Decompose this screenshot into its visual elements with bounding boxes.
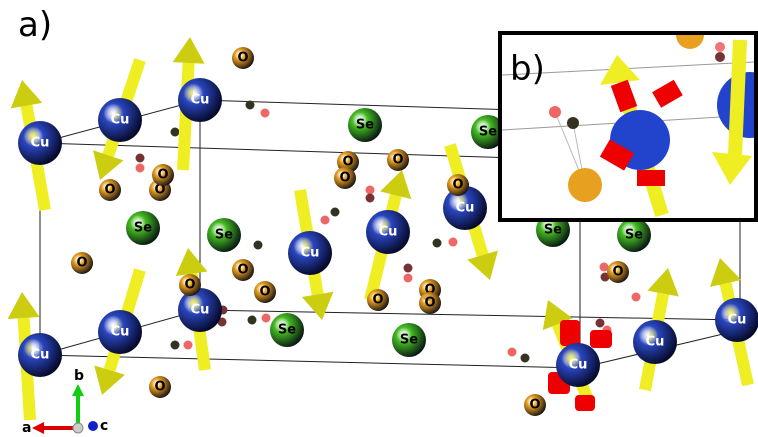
atom-label: Cu [111,325,130,340]
atom-label: Cu [111,113,130,128]
atom-label: Cu [646,335,665,350]
atom-label: Se [278,323,296,338]
ligand-dot [262,314,271,323]
panel-label: b) [510,49,545,89]
ligand-dot [261,109,270,118]
atom-label: O [184,278,195,293]
atom-label: Cu [31,136,50,151]
spin-density [560,320,580,346]
atom-label: O [339,171,350,186]
atom-label: Se [215,228,233,243]
ligand-dot [632,293,641,302]
axis-label: a [22,420,31,436]
atom-label: Se [625,228,643,243]
ligand-dot [600,263,609,272]
atom-label: Se [544,223,562,238]
ligand-dot [254,241,263,250]
atom-label: Cu [191,303,210,318]
spin-density [575,395,595,411]
atom-label: Cu [31,348,50,363]
atom-label: Se [400,333,418,348]
panel-label: a) [18,5,52,45]
ligand-dot [366,186,375,195]
atom-label: O [392,153,403,168]
atom-label: O [237,51,248,66]
ligand-dot [449,238,458,247]
atom-label: O [154,380,165,395]
figure: Cu Cu Cu Cu Cu Cu Cu Cu Cu Cu Cu Cu Se Se Se Se Se Se Se Se… [0,0,758,437]
ligand-dot [433,239,442,248]
panel-b: b) [500,21,758,220]
atom-label: Se [479,125,497,140]
ligand-dot [366,194,375,203]
atom-label: Cu [191,93,210,108]
axis-label: b [74,368,84,384]
ligand-dot [171,128,180,137]
ligand-dot [404,264,413,273]
ligand-dot [171,341,180,350]
spin-density [590,330,612,348]
atom-label: O [529,398,540,413]
ligand-dot [246,101,255,110]
atom-label: Cu [456,201,475,216]
atom-label: Se [134,221,152,236]
ligand-dot [331,208,340,217]
atom-label: O [259,285,270,300]
ligand-dot [136,164,145,173]
ligand-dot [321,216,330,225]
ligand-dot [521,354,530,363]
atom-label: O [452,178,463,193]
atom-label: Cu [379,225,398,240]
atom-label: Cu [728,313,747,328]
atom-label: O [157,168,168,183]
atom-label: Cu [301,246,320,261]
atom-label: O [237,263,248,278]
atom-label: O [372,293,383,308]
atom-label: Se [356,118,374,133]
axis-label: c [100,418,108,434]
atom-label: Cu [569,358,588,373]
ligand-dot [184,341,193,350]
axis-triad: a b c [22,368,108,436]
atom-label: O [104,183,115,198]
ligand-dot [404,274,413,283]
ligand-dot [136,154,145,163]
atom-label: O [612,265,623,280]
ligand-dot [596,319,605,328]
atom-label: O [76,256,87,271]
ligand-dot [248,316,257,325]
ligand-dot [508,348,517,357]
atom-label: O [424,296,435,311]
